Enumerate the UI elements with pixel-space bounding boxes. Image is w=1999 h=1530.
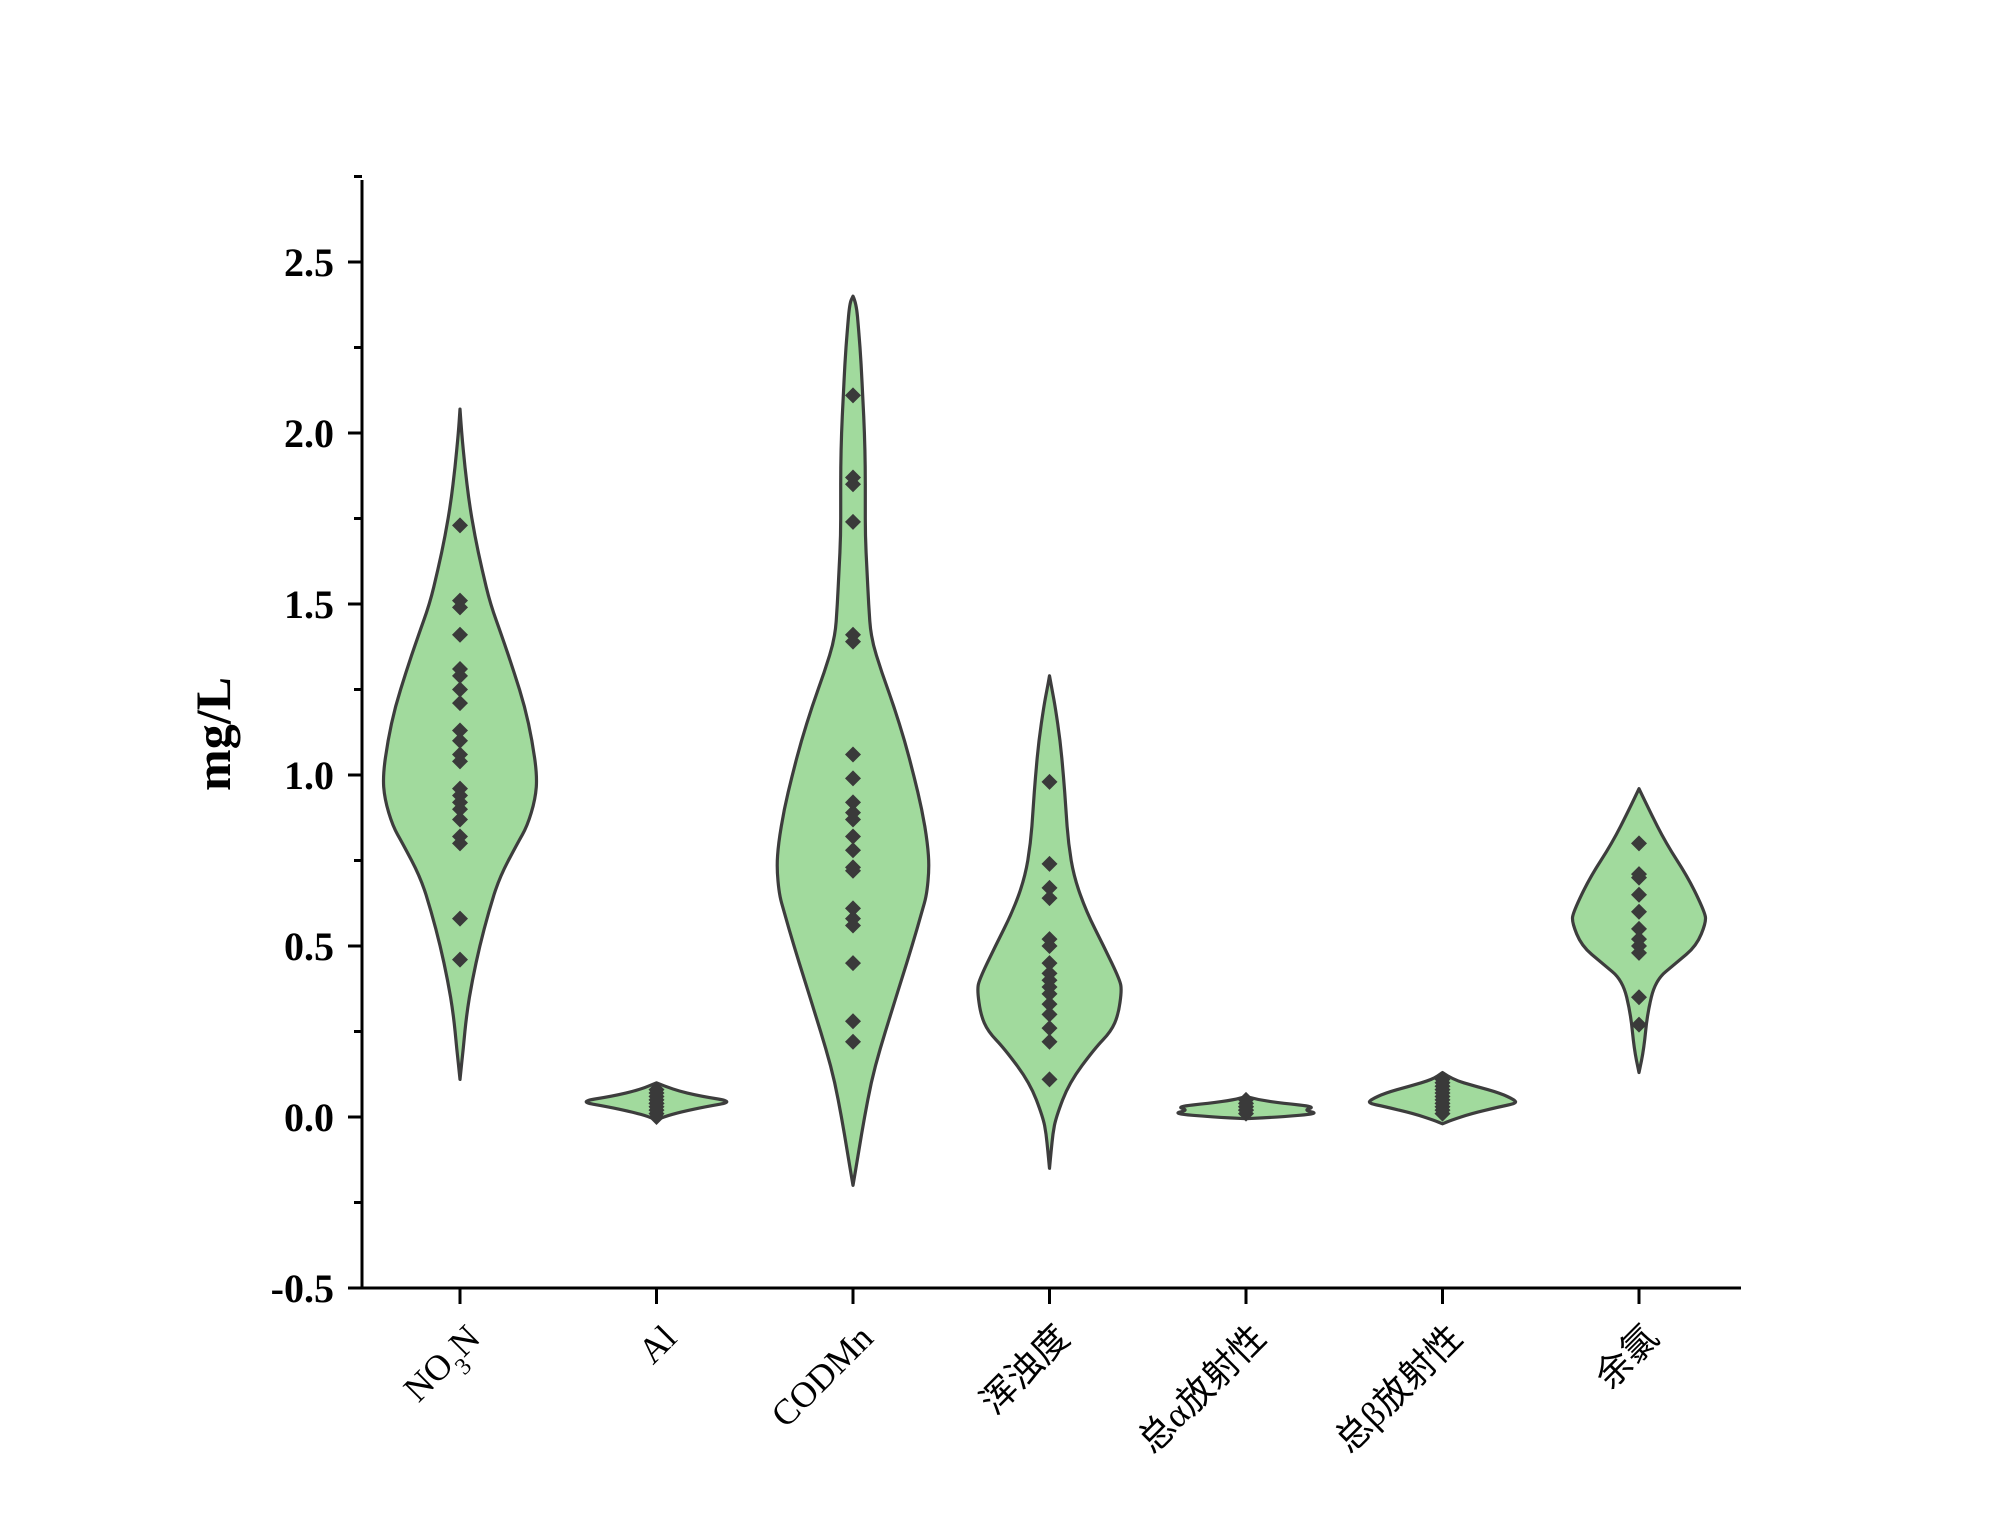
data-point	[1631, 869, 1647, 886]
data-point	[1041, 879, 1058, 896]
x-tick-label-turbidity: 浑浊度	[972, 1317, 1077, 1422]
data-point	[452, 722, 468, 739]
data-point	[452, 951, 468, 968]
data-point	[845, 513, 861, 530]
y-tick-label: 1.0	[284, 753, 334, 798]
data-point	[1631, 1016, 1647, 1033]
data-point	[1631, 989, 1647, 1006]
data-point	[1041, 985, 1058, 1002]
data-point	[1631, 903, 1647, 920]
data-point	[1434, 1105, 1451, 1122]
x-tick-label-NO3N: NO3N	[396, 1317, 496, 1417]
data-point	[648, 1109, 665, 1125]
data-point	[845, 955, 861, 972]
violin-CODMn	[775, 294, 931, 1187]
x-tick-label-residual-chlorine: 余氯	[1587, 1317, 1666, 1396]
data-point	[1631, 835, 1647, 852]
data-point	[1041, 773, 1058, 790]
data-point	[452, 695, 468, 712]
plot-area	[381, 294, 1708, 1187]
y-tick-label: 2.0	[284, 411, 334, 456]
data-point	[452, 517, 468, 534]
y-tick-label: 0.0	[284, 1095, 334, 1140]
data-point	[452, 599, 468, 616]
data-point	[845, 387, 861, 404]
data-point	[1041, 855, 1058, 872]
data-point	[1041, 890, 1058, 907]
x-tick-label-Al: Al	[630, 1317, 684, 1371]
data-point	[452, 835, 468, 852]
data-point	[1631, 920, 1647, 937]
y-tick-label: 2.5	[284, 240, 334, 285]
data-point	[845, 746, 861, 763]
data-point	[845, 842, 861, 859]
data-point	[452, 681, 468, 698]
data-point	[845, 811, 861, 828]
data-point	[845, 917, 861, 934]
data-point	[845, 1013, 861, 1030]
y-tick-label: 1.5	[284, 582, 334, 627]
data-point	[1041, 938, 1058, 954]
data-point	[1631, 886, 1647, 903]
y-axis-label: mg/L	[185, 677, 241, 791]
y-tick-label: -0.5	[271, 1266, 334, 1311]
data-point	[452, 811, 468, 828]
data-point	[845, 476, 861, 493]
data-point	[452, 667, 468, 684]
data-point	[1041, 1071, 1058, 1088]
data-point	[452, 753, 468, 770]
data-point	[1041, 1020, 1058, 1037]
y-tick-label: 0.5	[284, 924, 334, 969]
data-point	[452, 801, 468, 818]
data-point	[1041, 955, 1058, 972]
data-point	[452, 910, 468, 927]
violin-turbidity	[976, 674, 1123, 1170]
data-point	[845, 770, 861, 787]
x-tick-label-total-beta: 总β放射性	[1327, 1317, 1470, 1460]
data-point	[845, 633, 861, 650]
x-tick-label-CODMn: CODMn	[763, 1317, 880, 1434]
data-point	[452, 732, 468, 749]
data-point	[845, 900, 861, 917]
data-point	[845, 862, 861, 879]
data-point	[1238, 1105, 1254, 1122]
data-point	[1631, 944, 1647, 961]
data-point	[1041, 1033, 1058, 1050]
data-point	[845, 794, 861, 811]
data-point	[452, 626, 468, 643]
data-point	[845, 828, 861, 845]
data-point	[1041, 996, 1058, 1013]
x-tick-label-total-alpha: 总α放射性	[1130, 1317, 1273, 1460]
data-point	[1041, 1006, 1058, 1023]
data-point	[845, 1033, 861, 1050]
